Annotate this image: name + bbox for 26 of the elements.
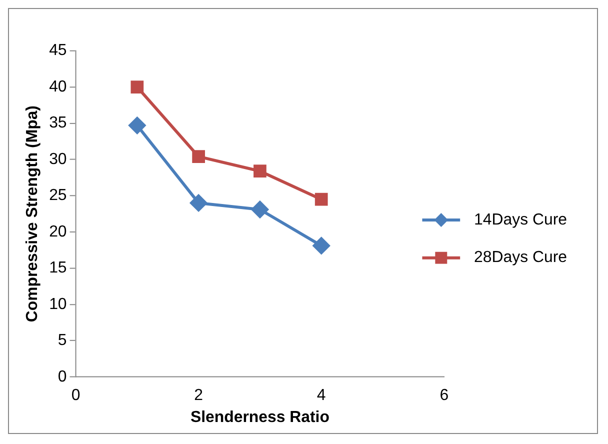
- point: [312, 237, 330, 254]
- y-tick-label: 20: [49, 223, 67, 240]
- x-tick-label: 0: [71, 386, 80, 404]
- legend-label: 28Days Cure: [474, 249, 568, 266]
- x-tick-label: 6: [440, 386, 449, 404]
- legend-label: 14Days Cure: [474, 211, 568, 228]
- y-tick-label: 30: [49, 150, 67, 168]
- point: [314, 192, 328, 206]
- y-tick-label: 5: [58, 332, 67, 350]
- y-tick-label: 35: [49, 114, 67, 132]
- x-axis-title: Slenderness Ratio: [190, 408, 330, 426]
- x-tick-label: 2: [194, 386, 204, 404]
- point: [190, 194, 208, 212]
- point: [254, 164, 266, 178]
- y-tick-label: 15: [49, 260, 67, 277]
- x-tick-label: 4: [316, 386, 326, 404]
- y-tick-label: 40: [49, 78, 67, 96]
- y-tick-label: 25: [49, 187, 67, 204]
- point: [251, 201, 268, 218]
- point: [130, 80, 144, 94]
- point: [192, 150, 205, 164]
- y-tick-label: 0: [58, 368, 67, 386]
- point: [128, 116, 146, 134]
- y-tick-label: 10: [49, 296, 67, 313]
- y-tick-label: 45: [49, 42, 67, 60]
- y-axis-title: Compressive Strength (Mpa): [24, 106, 41, 322]
